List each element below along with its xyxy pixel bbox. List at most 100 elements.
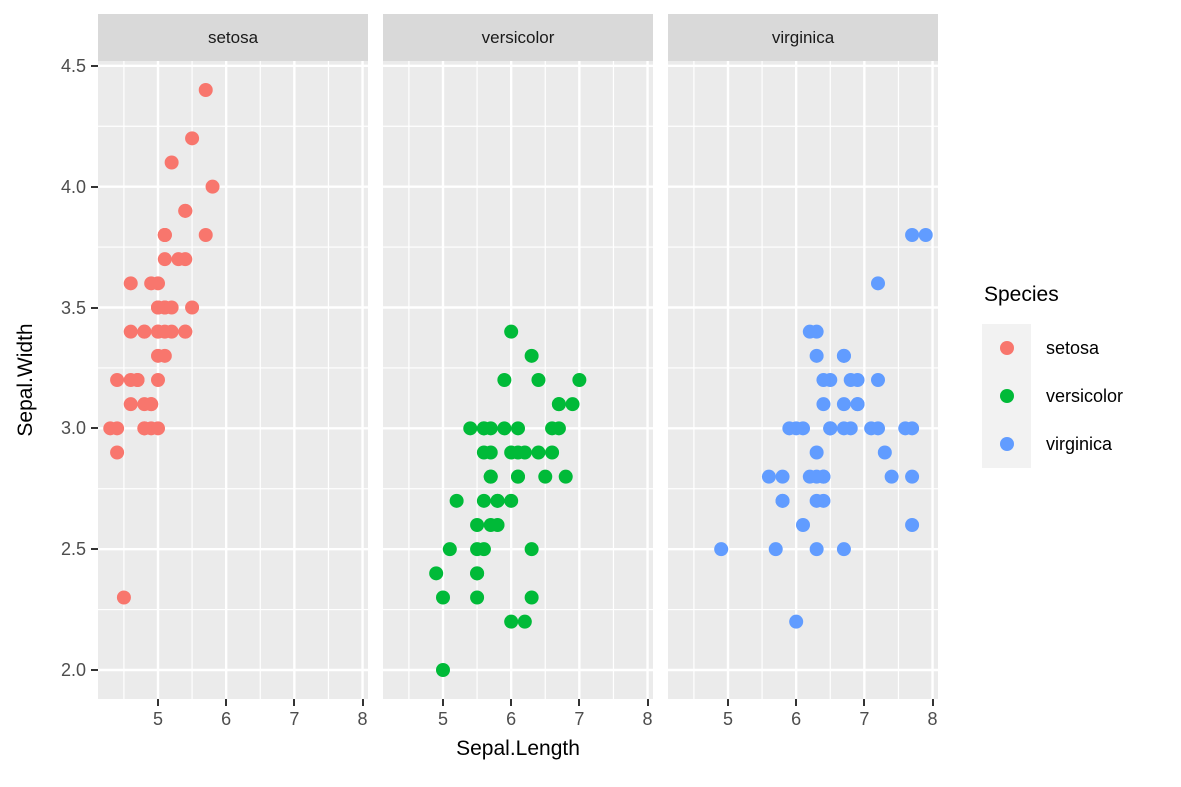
data-point-virginica <box>905 228 920 242</box>
data-point-versicolor <box>511 469 525 484</box>
data-point-setosa <box>151 373 165 387</box>
data-point-virginica <box>714 542 729 557</box>
facet-panel-setosa <box>98 61 368 699</box>
data-point-virginica <box>843 373 858 387</box>
data-point-virginica <box>775 469 790 484</box>
data-point-setosa <box>144 276 159 291</box>
data-point-virginica <box>775 493 790 508</box>
legend-dot-versicolor-icon <box>999 389 1014 403</box>
data-point-versicolor <box>524 590 539 605</box>
y-axis-tick <box>91 669 98 671</box>
data-point-versicolor <box>436 663 450 677</box>
data-point-virginica <box>905 421 920 436</box>
data-point-versicolor <box>497 421 512 436</box>
data-point-virginica <box>836 542 851 557</box>
data-point-versicolor <box>551 397 566 412</box>
data-point-virginica <box>782 421 797 436</box>
facet-strip-setosa: setosa <box>98 14 368 61</box>
data-point-virginica <box>905 469 920 484</box>
facet-strip-versicolor: versicolor <box>383 14 653 61</box>
data-point-virginica <box>768 542 783 557</box>
data-point-versicolor <box>497 373 512 387</box>
data-point-versicolor <box>524 542 539 557</box>
data-point-versicolor <box>504 324 519 339</box>
legend-label-setosa: setosa <box>1046 337 1100 358</box>
data-point-virginica <box>809 445 824 460</box>
data-point-versicolor <box>470 566 485 581</box>
facet-strip-label-setosa: setosa <box>207 27 259 47</box>
data-point-setosa <box>123 397 138 412</box>
data-point-setosa <box>151 348 165 363</box>
data-point-setosa <box>164 155 179 170</box>
data-point-virginica <box>816 397 831 412</box>
data-point-virginica <box>905 518 920 532</box>
x-axis-tick <box>863 699 866 706</box>
data-point-setosa <box>110 445 125 460</box>
legend: Species setosa versicolor virginica <box>982 283 1123 468</box>
data-point-versicolor <box>429 566 444 581</box>
data-point-setosa <box>123 373 138 387</box>
x-tick-label: 6 <box>221 709 232 729</box>
legend-title: Species <box>984 283 1059 306</box>
legend-key-virginica <box>982 420 1031 468</box>
data-point-versicolor <box>504 445 519 460</box>
panel-canvas-setosa <box>98 61 368 699</box>
data-point-versicolor <box>490 518 505 532</box>
data-point-setosa <box>116 590 131 605</box>
data-point-versicolor <box>490 493 505 508</box>
y-tick-label: 2.0 <box>60 660 86 680</box>
facet-panel-versicolor <box>383 61 653 699</box>
data-point-virginica <box>918 228 933 242</box>
y-axis-tick <box>91 306 98 309</box>
facet-strip-virginica: virginica <box>668 14 938 61</box>
panel-canvas-versicolor <box>383 61 653 699</box>
data-point-virginica <box>850 397 865 412</box>
x-tick-label: 6 <box>506 709 517 729</box>
x-axis-tick <box>361 699 364 706</box>
data-point-versicolor <box>463 421 478 436</box>
x-axis-tick <box>727 699 729 706</box>
data-point-versicolor <box>449 493 464 508</box>
data-point-setosa <box>151 300 165 315</box>
y-axis-tick <box>91 548 98 551</box>
data-point-setosa <box>123 324 138 339</box>
y-tick-label: 2.5 <box>60 539 86 560</box>
data-point-virginica <box>836 397 851 412</box>
data-point-virginica <box>809 348 824 363</box>
legend-dot-virginica-icon <box>999 437 1014 451</box>
data-point-virginica <box>836 421 851 436</box>
data-point-setosa <box>178 203 193 218</box>
data-point-setosa <box>198 83 213 97</box>
data-point-versicolor <box>517 445 532 460</box>
data-point-versicolor <box>470 518 485 532</box>
x-axis-tick <box>795 699 798 706</box>
facet-strip-label-virginica: virginica <box>771 27 835 47</box>
y-tick-label: 3.0 <box>60 418 86 439</box>
x-tick-label: 5 <box>152 709 163 729</box>
legend-key-versicolor <box>982 372 1031 420</box>
legend-item-setosa: setosa <box>982 324 1123 372</box>
data-point-versicolor <box>511 421 525 436</box>
data-point-versicolor <box>551 421 566 436</box>
data-point-virginica <box>809 469 824 484</box>
data-point-virginica <box>884 469 899 484</box>
x-tick-label: 7 <box>289 709 300 729</box>
legend-label-virginica: virginica <box>1046 433 1113 454</box>
data-point-versicolor <box>531 373 546 387</box>
data-point-setosa <box>157 324 172 339</box>
data-point-versicolor <box>483 469 498 484</box>
data-point-setosa <box>164 300 179 315</box>
data-point-virginica <box>761 469 776 484</box>
y-tick-label: 3.5 <box>60 297 86 318</box>
legend-items: setosa versicolor virginica <box>982 324 1123 468</box>
data-point-versicolor <box>558 469 573 484</box>
data-point-setosa <box>137 324 152 339</box>
data-point-virginica <box>809 542 824 557</box>
data-point-versicolor <box>524 348 539 363</box>
data-point-setosa <box>171 252 186 267</box>
data-point-setosa <box>178 324 193 339</box>
data-point-virginica <box>796 518 810 532</box>
data-point-versicolor <box>565 397 580 412</box>
legend-dot-setosa-icon <box>999 341 1014 355</box>
data-point-versicolor <box>483 421 498 436</box>
